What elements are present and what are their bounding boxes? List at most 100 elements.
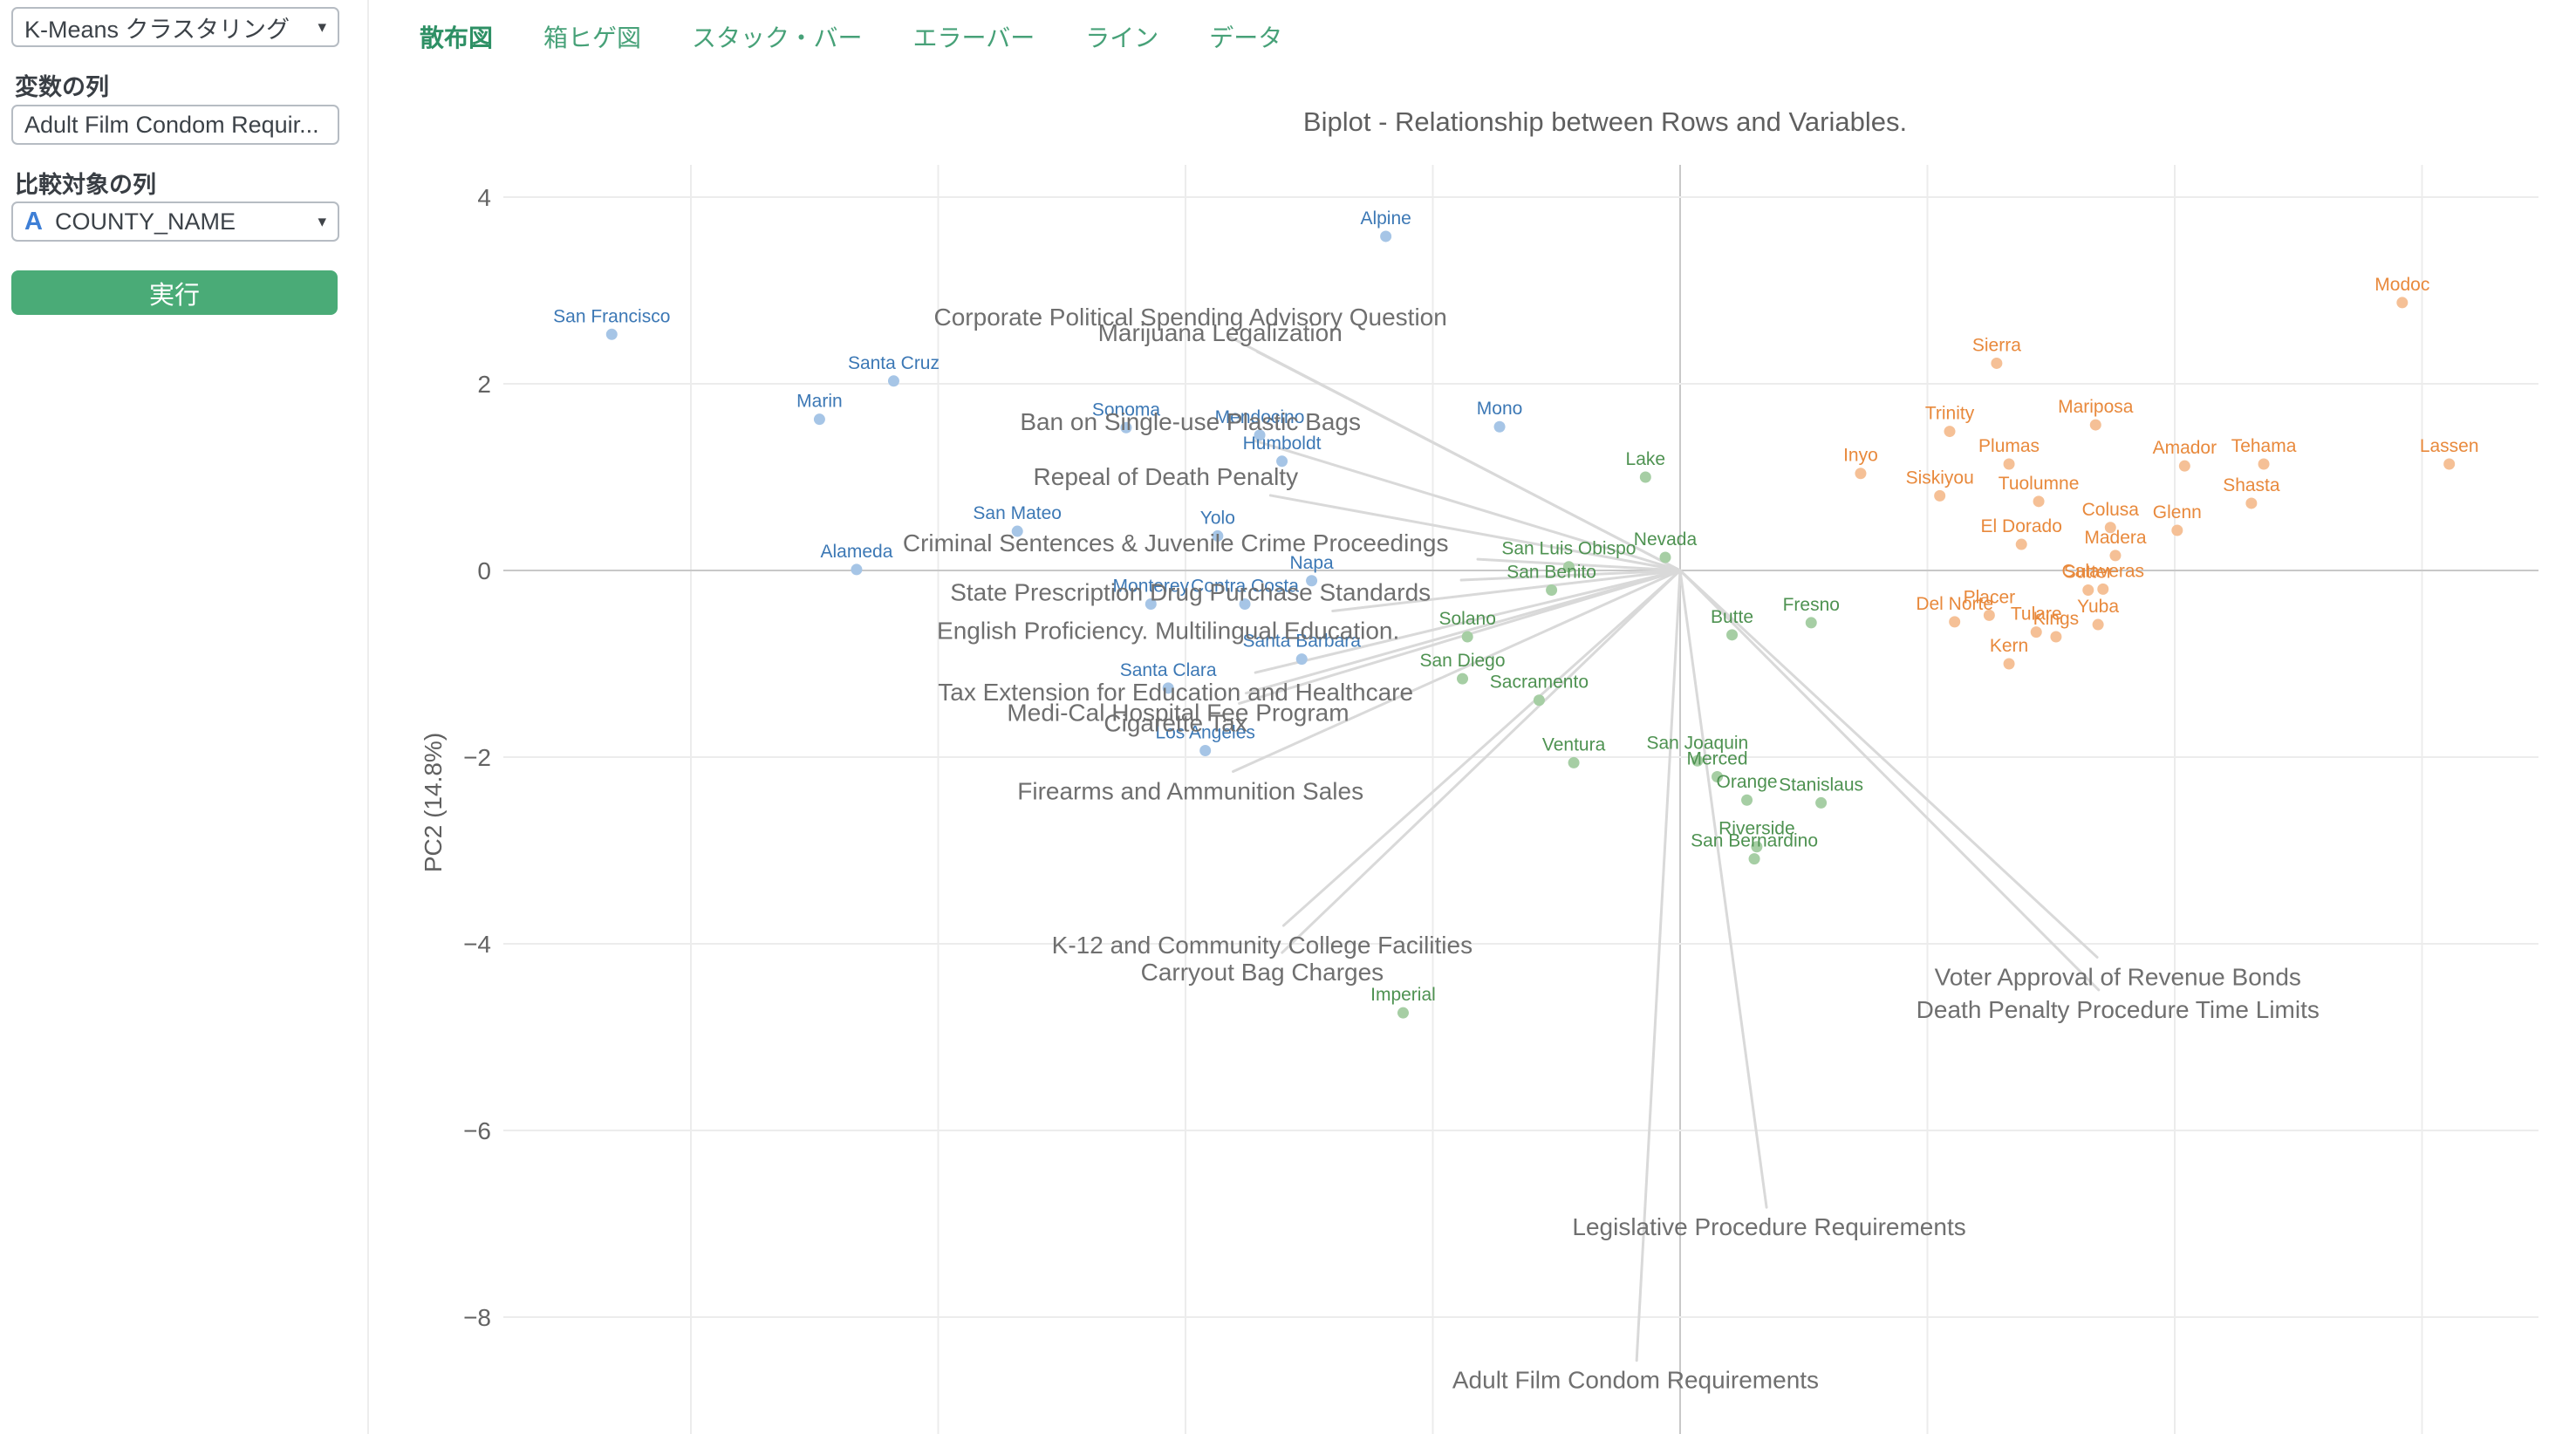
scatter-point[interactable] bbox=[1145, 598, 1157, 611]
tab-4[interactable]: ライン bbox=[1085, 24, 1159, 51]
scatter-point[interactable] bbox=[605, 328, 618, 340]
method-select[interactable]: K-Means クラスタリング ▾ bbox=[11, 7, 339, 47]
scatter-point[interactable] bbox=[851, 563, 863, 576]
scatter-point[interactable] bbox=[1815, 796, 1828, 809]
scatter-point[interactable] bbox=[1254, 429, 1266, 441]
scatter-point[interactable] bbox=[2178, 460, 2190, 472]
scatter-point[interactable] bbox=[1120, 421, 1132, 434]
scatter-point[interactable] bbox=[2050, 631, 2062, 643]
scatter-point[interactable] bbox=[2092, 618, 2104, 631]
scatter-point[interactable] bbox=[2097, 583, 2109, 595]
variable-label: Carryout Bag Charges bbox=[1141, 959, 1384, 986]
scatter-point[interactable] bbox=[1568, 756, 1580, 768]
point-label: Humboldt bbox=[1243, 434, 1322, 454]
scatter-point[interactable] bbox=[1949, 616, 1961, 628]
y-tick-label: −8 bbox=[463, 1304, 491, 1331]
target-select[interactable]: A COUNTY_NAME ▾ bbox=[11, 201, 339, 242]
scatter-point[interactable] bbox=[1397, 1007, 1409, 1019]
variable-select[interactable]: Adult Film Condom Requir... bbox=[11, 105, 339, 145]
run-button[interactable]: 実行 bbox=[11, 270, 338, 315]
point-label: Modoc bbox=[2374, 275, 2429, 295]
scatter-point[interactable] bbox=[2258, 458, 2270, 470]
point-label: Inyo bbox=[1843, 446, 1878, 466]
scatter-point[interactable] bbox=[2003, 658, 2015, 670]
point-label: Fresno bbox=[1783, 595, 1840, 615]
scatter-point[interactable] bbox=[1380, 230, 1392, 242]
scatter-point[interactable] bbox=[2171, 524, 2183, 536]
point-label: Santa Clara bbox=[1120, 660, 1217, 680]
scatter-point[interactable] bbox=[1659, 551, 1671, 563]
variable-label: Repeal of Death Penalty bbox=[1034, 463, 1299, 490]
tab-1[interactable]: 箱ヒゲ図 bbox=[543, 24, 642, 51]
scatter-point[interactable] bbox=[813, 413, 825, 426]
scatter-point[interactable] bbox=[1546, 584, 1558, 596]
scatter-point[interactable] bbox=[1562, 561, 1575, 573]
scatter-point[interactable] bbox=[1991, 357, 2003, 369]
scatter-point[interactable] bbox=[2003, 458, 2015, 470]
point-label: Lassen bbox=[2420, 436, 2479, 456]
scatter-point[interactable] bbox=[1457, 673, 1469, 685]
loading-arrow bbox=[1281, 569, 1682, 927]
scatter-point[interactable] bbox=[2443, 458, 2456, 470]
scatter-point[interactable] bbox=[1276, 455, 1288, 468]
scatter-point[interactable] bbox=[1639, 471, 1651, 483]
point-label: Napa bbox=[1289, 553, 1334, 573]
point-label: Solano bbox=[1438, 609, 1495, 629]
variable-label: Ban on Single-use Plastic Bags bbox=[1020, 408, 1361, 435]
scatter-point[interactable] bbox=[1741, 794, 1753, 806]
scatter-point[interactable] bbox=[1805, 617, 1817, 629]
y-tick-label: 2 bbox=[477, 371, 491, 398]
scatter-point[interactable] bbox=[2030, 626, 2042, 638]
scatter-point[interactable] bbox=[1295, 653, 1308, 666]
variable-label: Corporate Political Spending Advisory Qu… bbox=[934, 304, 1447, 331]
scatter-point[interactable] bbox=[1199, 745, 1212, 757]
loading-arrow bbox=[1459, 569, 1682, 582]
point-label: Santa Barbara bbox=[1243, 632, 1362, 652]
scatter-point[interactable] bbox=[1726, 629, 1739, 641]
scatter-point[interactable] bbox=[2082, 584, 2094, 596]
point-label: Madera bbox=[2084, 528, 2147, 548]
point-label: San Joaquin bbox=[1646, 733, 1748, 753]
variable-label: Firearms and Ammunition Sales bbox=[1017, 778, 1363, 805]
scatter-point[interactable] bbox=[1533, 694, 1545, 707]
scatter-point[interactable] bbox=[2104, 522, 2116, 534]
scatter-point[interactable] bbox=[1934, 489, 1946, 502]
tab-0[interactable]: 散布図 bbox=[420, 24, 494, 51]
scatter-point[interactable] bbox=[1983, 609, 1995, 621]
scatter-point[interactable] bbox=[2109, 550, 2122, 562]
scatter-point[interactable] bbox=[1855, 468, 1867, 480]
point-label: Tuolumne bbox=[1999, 474, 2080, 494]
scatter-point[interactable] bbox=[1239, 598, 1251, 611]
scatter-point[interactable] bbox=[1944, 426, 1956, 438]
scatter-point[interactable] bbox=[1162, 682, 1174, 694]
point-label: Siskiyou bbox=[1906, 468, 1974, 488]
point-label: Los Angeles bbox=[1155, 723, 1254, 743]
tab-5[interactable]: データ bbox=[1209, 24, 1283, 51]
scatter-point[interactable] bbox=[2033, 495, 2045, 508]
point-label: Trinity bbox=[1925, 404, 1975, 424]
scatter-point[interactable] bbox=[2245, 497, 2258, 509]
scatter-point[interactable] bbox=[1691, 755, 1704, 767]
scatter-point[interactable] bbox=[1493, 420, 1506, 433]
scatter-point[interactable] bbox=[887, 375, 899, 387]
scatter-point[interactable] bbox=[1011, 525, 1023, 537]
variable-label: English Proficiency. Multilingual Educat… bbox=[937, 617, 1399, 644]
scatter-point[interactable] bbox=[2089, 419, 2101, 431]
point-label: Sonoma bbox=[1092, 399, 1161, 420]
scatter-point[interactable] bbox=[1461, 631, 1473, 643]
tab-3[interactable]: エラーバー bbox=[912, 24, 1035, 51]
chevron-down-icon: ▾ bbox=[318, 17, 326, 37]
scatter-point[interactable] bbox=[1212, 529, 1224, 542]
scatter-point[interactable] bbox=[1748, 853, 1760, 865]
scatter-point[interactable] bbox=[2015, 538, 2027, 550]
variable-label: Cigarette Tax bbox=[1104, 709, 1247, 736]
scatter-point[interactable] bbox=[1751, 841, 1763, 853]
scatter-point[interactable] bbox=[1306, 575, 1318, 587]
tab-2[interactable]: スタック・バー bbox=[692, 24, 863, 51]
point-label: San Benito bbox=[1507, 562, 1596, 582]
point-label: Alameda bbox=[820, 542, 892, 562]
scatter-point[interactable] bbox=[2396, 297, 2409, 309]
scatter-point[interactable] bbox=[1712, 770, 1724, 782]
loading-arrow bbox=[1268, 494, 1682, 572]
